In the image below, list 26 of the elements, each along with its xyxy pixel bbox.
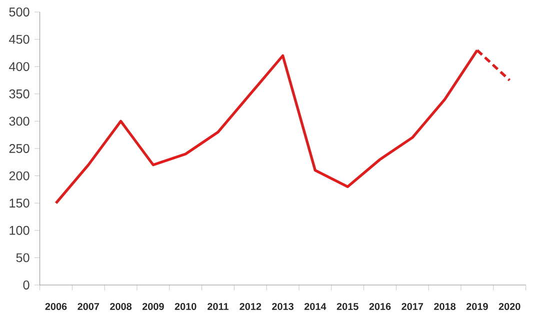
x-tick-label: 2015 — [336, 302, 358, 310]
x-tick-label: 2017 — [402, 302, 424, 310]
y-tick-label: 300 — [9, 116, 30, 126]
x-tick-label: 2016 — [369, 302, 391, 310]
y-tick-label: 350 — [9, 89, 30, 98]
x-tick-label: 2012 — [240, 302, 262, 310]
y-tick-label: 400 — [9, 62, 30, 72]
y-tick-label: 500 — [9, 8, 30, 16]
x-tick-label: 2009 — [142, 302, 164, 310]
y-tick-label: 450 — [9, 34, 30, 44]
y-tick-label: 250 — [9, 144, 30, 153]
x-tick-label: 2006 — [45, 302, 67, 310]
y-tick-label: 100 — [10, 226, 30, 235]
y-tick-label: 0 — [23, 280, 30, 290]
x-tick-label: 2019 — [466, 302, 488, 310]
x-tick-label: 2008 — [110, 302, 132, 310]
y-tick-label: 50 — [16, 253, 30, 262]
y-tick-label: 150 — [10, 198, 30, 208]
y-tick-label: 200 — [9, 171, 30, 180]
x-tick-label: 2018 — [434, 302, 456, 310]
x-tick-label: 2013 — [272, 302, 294, 310]
x-tick-label: 2011 — [208, 302, 229, 310]
x-tick-label: 2007 — [78, 302, 100, 310]
x-tick-label: 2010 — [174, 302, 196, 310]
x-tick-label: 2020 — [498, 302, 520, 310]
x-tick-label: 2014 — [304, 302, 326, 310]
